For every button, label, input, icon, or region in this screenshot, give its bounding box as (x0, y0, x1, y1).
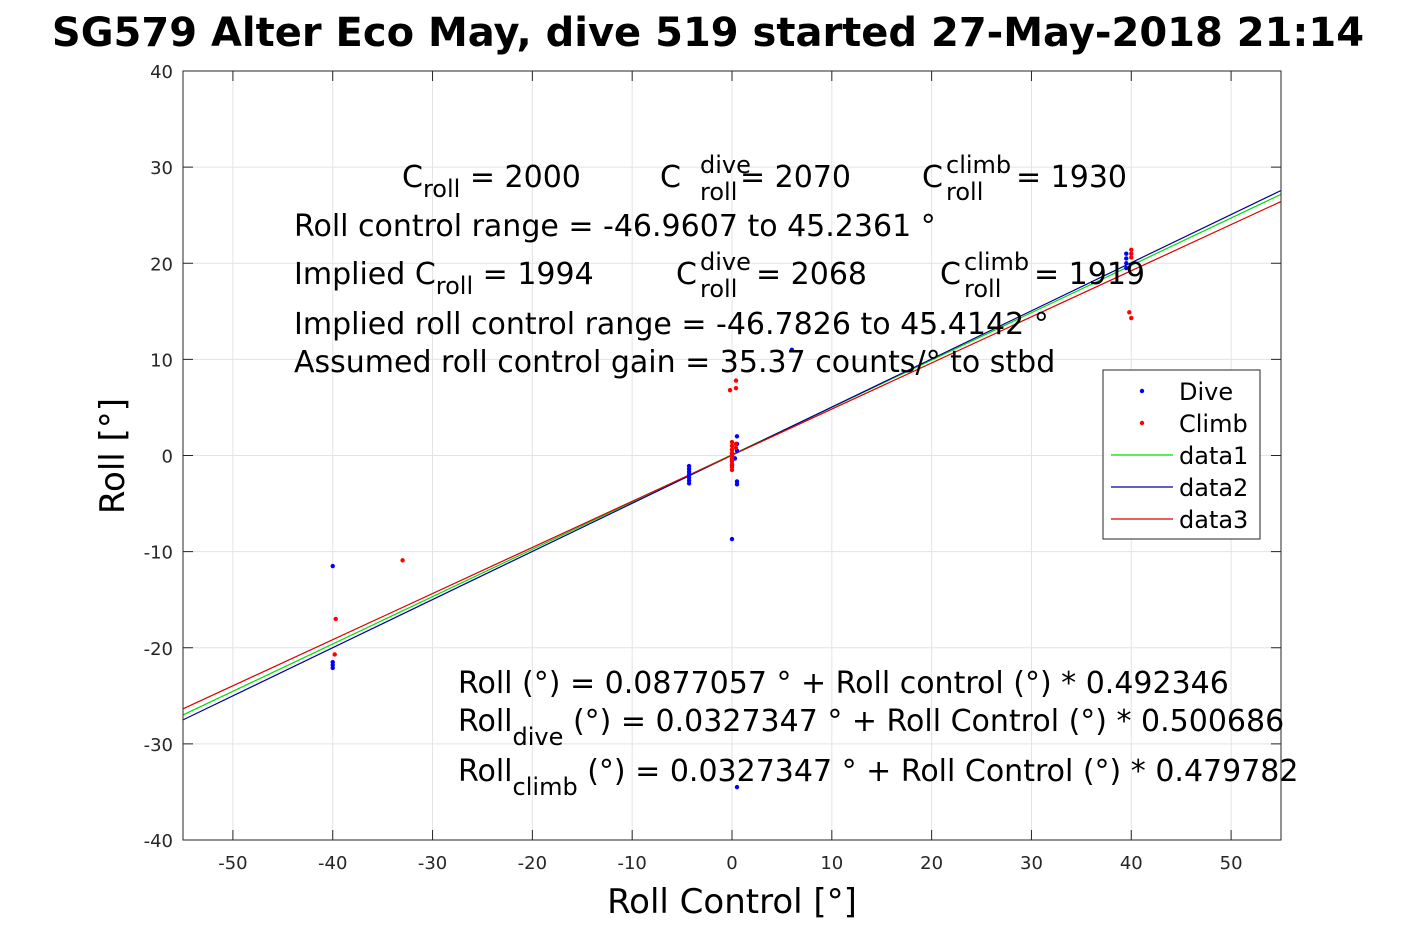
y-tick-label: 10 (150, 350, 173, 371)
x-tick-label: 0 (726, 853, 737, 874)
y-tick-label: 30 (150, 158, 173, 179)
point-dive (734, 434, 740, 439)
point-climb (733, 445, 739, 451)
x-tick-label: -30 (418, 853, 447, 874)
annotation-fit: Roll (°) = 0.0877057 ° + Roll control (°… (458, 666, 1229, 701)
point-climb (729, 467, 735, 473)
x-tick-label: -10 (617, 853, 646, 874)
annotation-c-roll-dive: C dive roll = 2070 (660, 146, 851, 208)
point-dive (789, 347, 795, 352)
point-dive (330, 563, 335, 569)
point-dive (1124, 265, 1129, 271)
point-dive (1124, 251, 1129, 256)
x-tick-label: -20 (518, 853, 547, 874)
x-axis-label: Roll Control [°] (607, 882, 857, 922)
annotation-fit-dive: Rolldive (°) = 0.0327347 ° + Roll Contro… (458, 704, 1284, 751)
y-axis-label: Roll [°] (93, 398, 133, 514)
point-climb (332, 652, 337, 657)
y-tick-label: 40 (150, 62, 173, 83)
annotation-fit-climb: Rollclimb (°) = 0.0327347 ° + Roll Contr… (458, 754, 1298, 801)
point-climb (1129, 251, 1134, 256)
x-tick-label: 20 (920, 853, 943, 874)
x-tick-label: -40 (318, 853, 347, 874)
legend-marker-climb (1139, 420, 1145, 426)
x-tick-label: -50 (218, 853, 247, 874)
y-tick-label: 0 (162, 447, 173, 468)
point-climb (733, 378, 739, 383)
legend-label-climb: Climb (1179, 410, 1248, 438)
chart-title: SG579 Alter Eco May, dive 519 started 27… (52, 10, 1364, 56)
annotation-range: Roll control range = -46.9607 to 45.2361… (294, 209, 936, 244)
annotation-gain: Assumed roll control gain = 35.37 counts… (294, 345, 1055, 380)
point-climb (1129, 247, 1134, 252)
legend-marker-dive (1139, 388, 1145, 394)
point-climb (1127, 310, 1132, 315)
point-dive (734, 482, 740, 487)
x-tick-label: 50 (1220, 853, 1243, 874)
point-dive (1124, 256, 1129, 261)
point-climb (727, 387, 733, 393)
point-climb (400, 558, 405, 563)
point-dive (686, 481, 692, 486)
annotation-implied-c-roll-climb: C climb roll = 1919 (940, 243, 1145, 305)
y-tick-label: -30 (144, 735, 173, 756)
legend-label-data3: data3 (1179, 506, 1248, 534)
y-tick-label: -20 (144, 639, 173, 660)
annotation-c-roll: Croll = 2000 (402, 160, 581, 203)
annotation-implied-range: Implied roll control range = -46.7826 to… (294, 307, 1049, 342)
x-tick-label: 30 (1020, 853, 1043, 874)
legend-label-data1: data1 (1179, 442, 1248, 470)
point-dive (734, 784, 740, 790)
point-dive (330, 665, 335, 671)
annotations: Croll = 2000 C dive roll = 2070 C climb … (294, 146, 1298, 801)
x-tick-label: 40 (1120, 853, 1143, 874)
point-climb (733, 441, 739, 447)
point-climb (729, 443, 735, 449)
point-climb (733, 386, 739, 391)
point-dive (729, 536, 735, 542)
plot-frame (182, 70, 1282, 841)
point-climb (333, 616, 338, 622)
x-tick-label: 10 (820, 853, 843, 874)
y-tick-label: -40 (144, 831, 173, 852)
point-climb (1129, 255, 1134, 260)
point-dive (1124, 261, 1129, 266)
annotation-c-roll-climb: C climb roll = 1930 (922, 146, 1127, 208)
legend-label-dive: Dive (1179, 378, 1233, 406)
point-climb (729, 439, 735, 445)
data-points (330, 247, 1134, 790)
legend: Dive Climb data1 data2 data3 (1102, 369, 1261, 540)
y-tick-label: -10 (144, 543, 173, 564)
annotation-implied-c-roll: Implied Croll = 1994 (294, 257, 594, 300)
annotation-implied-c-roll-dive: C dive roll = 2068 (676, 243, 867, 305)
y-tick-label: 20 (150, 254, 173, 275)
point-climb (1129, 315, 1134, 321)
legend-label-data2: data2 (1179, 474, 1248, 502)
